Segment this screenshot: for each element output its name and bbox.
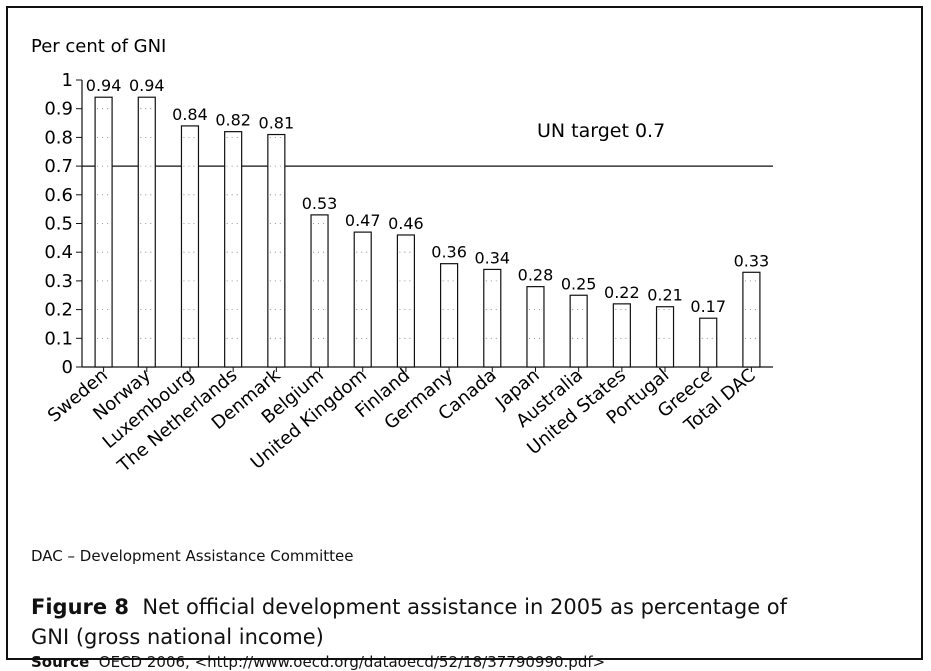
data-label: 0.36 <box>431 243 467 262</box>
un-target-label: UN target 0.7 <box>537 120 665 142</box>
figure-source: Source OECD 2006, <http://www.oecd.org/d… <box>31 653 605 671</box>
bar <box>267 133 286 368</box>
data-label: 0.81 <box>259 114 295 133</box>
data-label: 0.17 <box>690 297 726 316</box>
data-label: 0.34 <box>474 248 510 267</box>
figure-frame <box>6 6 923 660</box>
y-tick-label: 0.1 <box>44 328 73 349</box>
bar <box>224 131 243 368</box>
data-label: 0.82 <box>215 111 251 130</box>
bar <box>699 317 718 368</box>
bar <box>742 271 761 368</box>
data-label: 0.25 <box>561 274 597 293</box>
bar <box>569 294 588 368</box>
bar <box>526 286 545 368</box>
y-tick-label: 0.2 <box>44 300 73 321</box>
data-label: 0.33 <box>734 251 770 270</box>
y-tick-label: 0.3 <box>44 271 73 292</box>
bar <box>180 125 200 368</box>
figure-caption-text: Net official development assistance in 2… <box>31 595 788 649</box>
y-tick-label: 0.9 <box>44 99 73 120</box>
bar <box>612 303 631 368</box>
y-tick-label: 0.6 <box>44 185 73 206</box>
data-label: 0.46 <box>388 214 424 233</box>
y-tick-label: 0.7 <box>44 156 73 177</box>
bar <box>439 263 459 368</box>
y-tick-label: 0.4 <box>44 242 73 263</box>
y-tick-label: 1 <box>62 70 73 91</box>
figure-caption: Figure 8 Net official development assist… <box>31 592 811 652</box>
y-axis-title: Per cent of GNI <box>31 36 166 57</box>
bar-chart: Per cent of GNI 0 0.1 0.2 0.3 0.4 0.5 0.6 0.7 0.8… <box>31 36 773 477</box>
bar <box>655 306 675 368</box>
bar <box>396 234 416 368</box>
data-label: 0.22 <box>604 283 640 302</box>
data-label: 0.94 <box>129 76 165 95</box>
figure-label: Figure 8 <box>31 595 130 619</box>
y-tick-label: 0 <box>62 357 73 378</box>
y-tick-label: 0.5 <box>44 214 73 235</box>
data-label: 0.94 <box>86 76 122 95</box>
bar <box>310 214 329 368</box>
source-label: Source <box>31 653 90 671</box>
data-label: 0.53 <box>302 194 338 213</box>
bar <box>483 268 502 368</box>
data-label: 0.28 <box>518 266 554 285</box>
source-text: OECD 2006, <http://www.oecd.org/dataoecd… <box>98 653 606 671</box>
data-label: 0.21 <box>647 286 683 305</box>
y-tick-label: 0.8 <box>44 127 73 148</box>
data-label: 0.47 <box>345 211 381 230</box>
data-label: 0.84 <box>172 105 208 124</box>
abbreviation-note: DAC – Development Assistance Committee <box>31 547 354 565</box>
